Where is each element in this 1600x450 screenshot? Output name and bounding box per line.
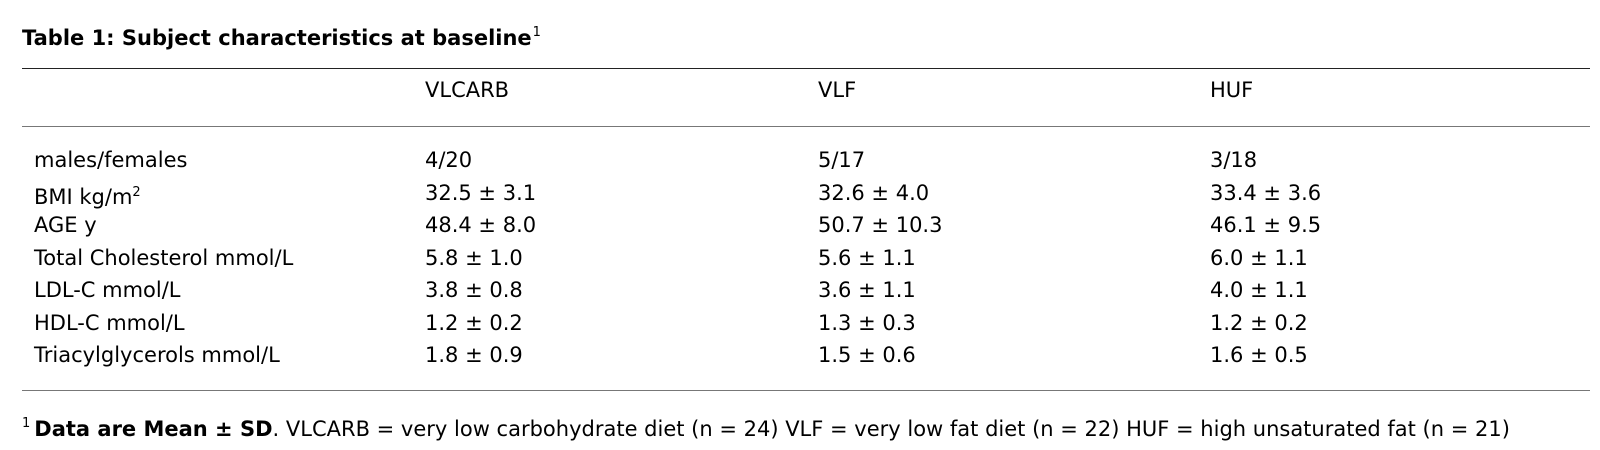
row-label: AGE y [34, 213, 97, 237]
caption-footnote-mark: 1 [532, 25, 541, 40]
table-row: males/females 4/20 5/17 3/18 [0, 144, 1600, 177]
row-label-text: BMI kg/m [34, 184, 133, 209]
cell-vlcarb: 32.5 ± 3.1 [425, 180, 537, 205]
table-row: BMI kg/m2 32.5 ± 3.1 32.6 ± 4.0 33.4 ± 3… [0, 177, 1600, 210]
cell-vlcarb: 3.8 ± 0.8 [425, 278, 523, 302]
row-label: Triacylglycerols mmol/L [34, 343, 280, 367]
cell-vlf: 3.6 ± 1.1 [818, 278, 916, 302]
cell-huf: 4.0 ± 1.1 [1210, 278, 1308, 302]
table-header-row: VLCARB VLF HUF [0, 74, 1600, 106]
row-label: LDL-C mmol/L [34, 278, 181, 302]
row-label-superscript: 2 [132, 184, 141, 200]
row-label: HDL-C mmol/L [34, 310, 185, 335]
footnote-mark: 1 [22, 416, 31, 431]
table-row: HDL-C mmol/L 1.2 ± 0.2 1.3 ± 0.3 1.2 ± 0… [0, 307, 1600, 340]
cell-vlf: 5/17 [818, 148, 866, 172]
table-row: Total Cholesterol mmol/L 5.8 ± 1.0 5.6 ±… [0, 242, 1600, 275]
cell-vlcarb: 1.2 ± 0.2 [425, 310, 523, 335]
cell-huf: 6.0 ± 1.1 [1210, 245, 1308, 270]
table-bottom-rule [22, 390, 1590, 391]
table-caption: Table 1: Subject characteristics at base… [22, 20, 541, 51]
cell-vlcarb: 5.8 ± 1.0 [425, 245, 523, 270]
cell-vlf: 50.7 ± 10.3 [818, 213, 943, 237]
header-cell-vlf: VLF [818, 78, 857, 102]
row-label: Total Cholesterol mmol/L [34, 245, 294, 270]
cell-vlf: 32.6 ± 4.0 [818, 180, 930, 205]
cell-vlcarb: 48.4 ± 8.0 [425, 213, 537, 237]
footnote-text: . VLCARB = very low carbohydrate diet (n… [272, 417, 1510, 441]
table-top-rule [22, 68, 1590, 69]
cell-vlf: 1.5 ± 0.6 [818, 343, 916, 367]
table-header-rule [22, 126, 1590, 127]
cell-huf: 3/18 [1210, 148, 1258, 172]
row-label: males/females [34, 148, 188, 172]
footnote-bold-text: Data are Mean ± SD [34, 417, 273, 441]
cell-vlcarb: 4/20 [425, 148, 473, 172]
row-label: BMI kg/m2 [34, 177, 141, 214]
table-body: males/females 4/20 5/17 3/18 BMI kg/m2 3… [0, 144, 1600, 372]
cell-vlf: 1.3 ± 0.3 [818, 310, 916, 335]
table-row: AGE y 48.4 ± 8.0 50.7 ± 10.3 46.1 ± 9.5 [0, 209, 1600, 242]
header-cell-huf: HUF [1210, 78, 1254, 102]
header-cell-vlcarb: VLCARB [425, 78, 510, 102]
cell-huf: 46.1 ± 9.5 [1210, 213, 1322, 237]
cell-vlf: 5.6 ± 1.1 [818, 245, 916, 270]
table-caption-text: Table 1: Subject characteristics at base… [22, 26, 532, 50]
cell-huf: 1.6 ± 0.5 [1210, 343, 1308, 367]
table-row: Triacylglycerols mmol/L 1.8 ± 0.9 1.5 ± … [0, 339, 1600, 372]
cell-vlcarb: 1.8 ± 0.9 [425, 343, 523, 367]
table-footnote: 1 Data are Mean ± SD. VLCARB = very low c… [22, 408, 1510, 445]
cell-huf: 33.4 ± 3.6 [1210, 180, 1322, 205]
table-row: LDL-C mmol/L 3.8 ± 0.8 3.6 ± 1.1 4.0 ± 1… [0, 274, 1600, 307]
cell-huf: 1.2 ± 0.2 [1210, 310, 1308, 335]
